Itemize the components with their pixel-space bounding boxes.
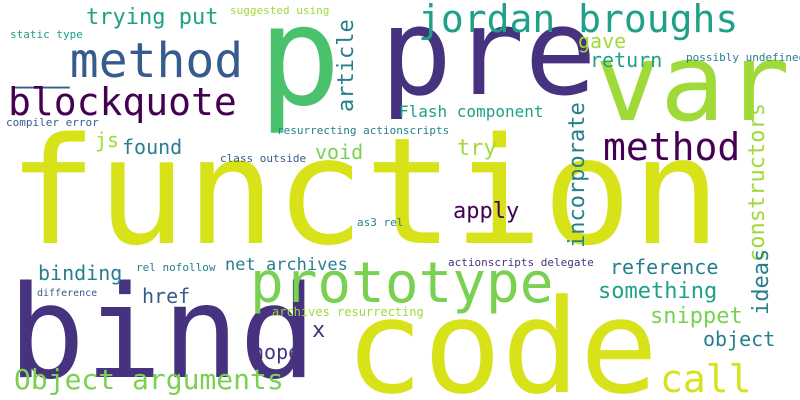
word-call: call (660, 357, 752, 400)
word-prototype: prototype (250, 251, 554, 316)
word-method-underscored: __method (12, 33, 244, 89)
word-something: something (598, 279, 718, 304)
word-net-archives: net archives (225, 255, 348, 275)
word-class-outside: class outside (220, 152, 307, 165)
word-var: var (595, 21, 791, 146)
word-ideas: ideas (749, 248, 774, 315)
word-object-arguments: Object arguments (14, 363, 284, 396)
word-binding: binding (38, 261, 123, 285)
word-hope: hope (252, 340, 301, 364)
word-return: return (590, 48, 663, 72)
word-snippet: snippet (650, 304, 743, 329)
word-compiler-error: compiler error (6, 116, 99, 129)
word-rel-nofollow: rel nofollow (136, 261, 216, 274)
word-trying-put: trying put (86, 5, 219, 30)
word-bind: bind (8, 259, 317, 400)
word-apply: apply (453, 199, 520, 224)
word-suggested-using: suggested using (230, 4, 330, 17)
word-gave: gave (578, 29, 627, 53)
word-pre: pre (380, 0, 597, 123)
word-actionscripts-delegate: actionscripts delegate (448, 256, 594, 269)
word-possibly-undefined: possibly undefined (686, 51, 800, 64)
word-object: object (703, 327, 776, 351)
word-archives-resurrecting: archives resurrecting (272, 305, 424, 319)
word-constructors: constructors (745, 103, 770, 262)
word-found: found (122, 135, 183, 159)
word-href: href (142, 284, 191, 308)
word-void: void (315, 140, 364, 164)
word-code: code (345, 271, 659, 400)
word-article: article (334, 19, 359, 112)
word-x: x (312, 318, 326, 343)
word-as3-rel: as3 rel (357, 216, 404, 229)
word-function: function (8, 106, 721, 278)
word-flash-component: Flash component (399, 102, 544, 121)
word-p: p (258, 0, 342, 137)
word-resurrecting-actionscripts: resurrecting actionscripts (277, 124, 450, 137)
word-try: try (457, 136, 497, 161)
word-static-type: static type (10, 28, 83, 41)
word-difference: difference (37, 288, 98, 299)
word-reference: reference (610, 255, 719, 279)
word-js: js (95, 128, 120, 152)
word-method: method (603, 125, 741, 169)
word-jordan-broughs: jordan broughs (418, 0, 739, 41)
word-incorporate: incorporate (565, 102, 590, 248)
word-blockquote: blockquote (8, 80, 237, 124)
